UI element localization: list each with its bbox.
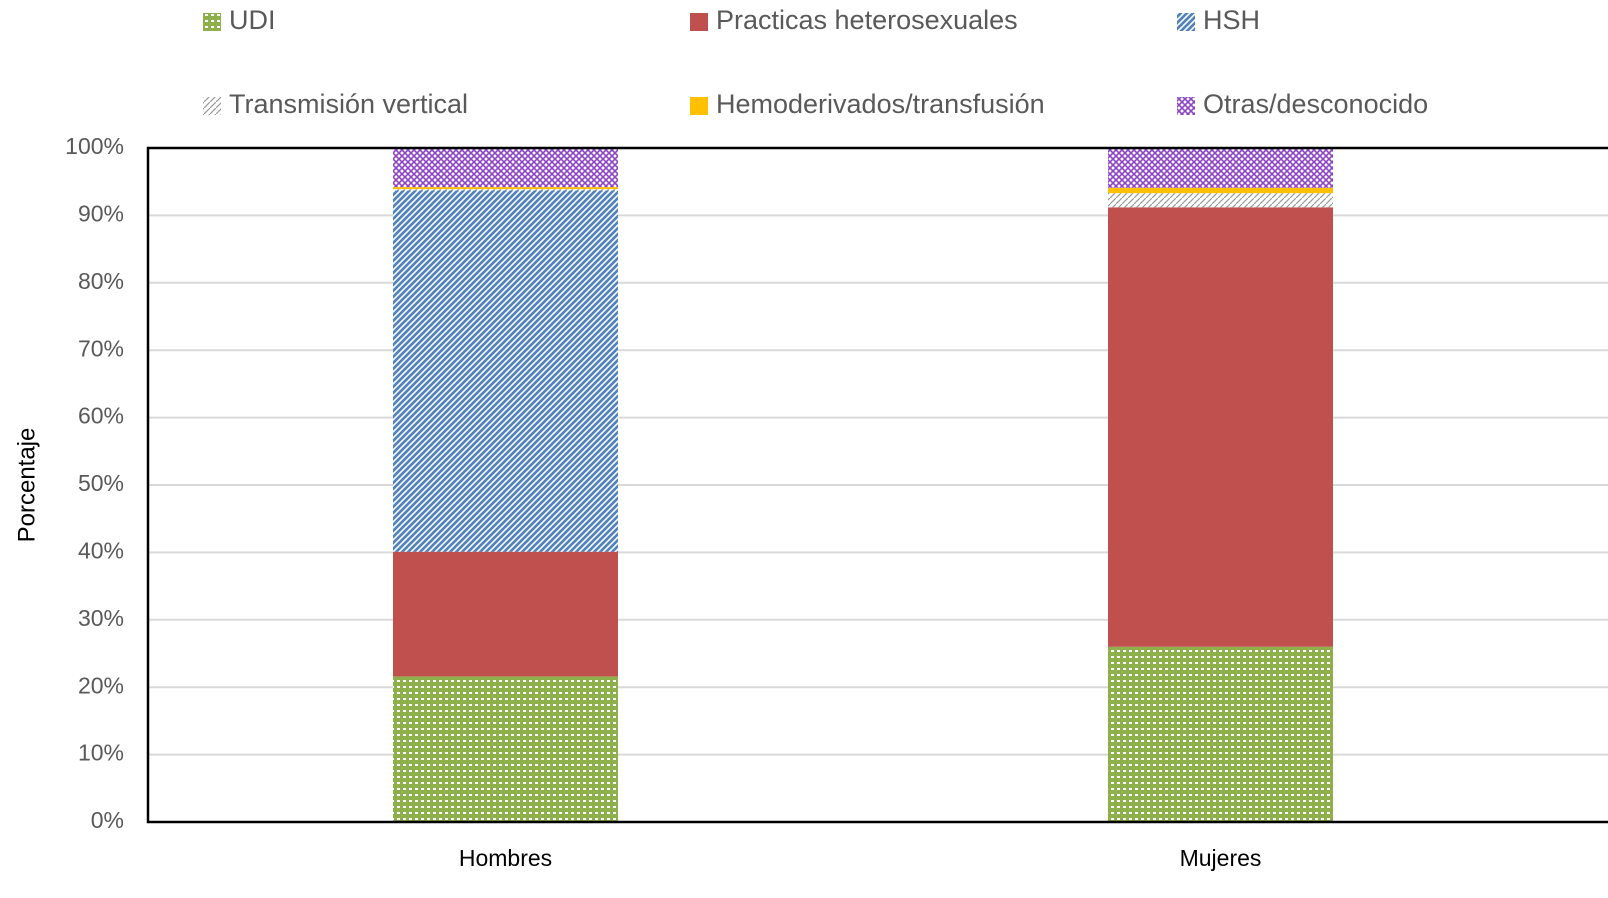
- legend-swatch: [203, 97, 221, 115]
- legend-swatch: [203, 13, 221, 31]
- legend-label: HSH: [1203, 5, 1260, 35]
- bar-segment: [1108, 187, 1333, 194]
- x-tick-label: Hombres: [459, 845, 552, 871]
- y-tick-label: 20%: [78, 672, 124, 698]
- y-tick-label: 100%: [65, 133, 124, 159]
- y-tick-label: 60%: [78, 403, 124, 429]
- bar-segment: [393, 148, 618, 188]
- y-tick-label: 40%: [78, 537, 124, 563]
- x-tick-label: Mujeres: [1180, 845, 1262, 871]
- bar-segment: [393, 190, 618, 552]
- bar-segment: [393, 551, 618, 677]
- y-tick-label: 50%: [78, 470, 124, 496]
- legend-label: Hemoderivados/transfusión: [716, 89, 1045, 119]
- y-tick-label: 80%: [78, 268, 124, 294]
- bar-segment: [1108, 207, 1333, 647]
- legend-swatch: [1177, 97, 1195, 115]
- legend-swatch: [690, 97, 708, 115]
- bar-segment: [1108, 646, 1333, 822]
- y-tick-label: 30%: [78, 605, 124, 631]
- legend-label: Otras/desconocido: [1203, 89, 1428, 119]
- bar-segment: [1108, 148, 1333, 188]
- bar-segment: [393, 189, 618, 191]
- y-tick-label: 90%: [78, 200, 124, 226]
- legend-swatch: [1177, 13, 1195, 31]
- y-tick-label: 0%: [91, 807, 124, 833]
- y-axis-title: Porcentaje: [13, 428, 40, 543]
- bar-segment: [1108, 193, 1333, 208]
- plot-frame: [146, 146, 1608, 824]
- legend-label: Transmisión vertical: [229, 89, 468, 119]
- legend-label: Practicas heterosexuales: [716, 5, 1018, 35]
- y-tick-label: 10%: [78, 740, 124, 766]
- bar-segment: [393, 187, 618, 190]
- legend-swatch: [690, 13, 708, 31]
- bar-segment: [393, 676, 618, 822]
- y-tick-label: 70%: [78, 335, 124, 361]
- legend-label: UDI: [229, 5, 276, 35]
